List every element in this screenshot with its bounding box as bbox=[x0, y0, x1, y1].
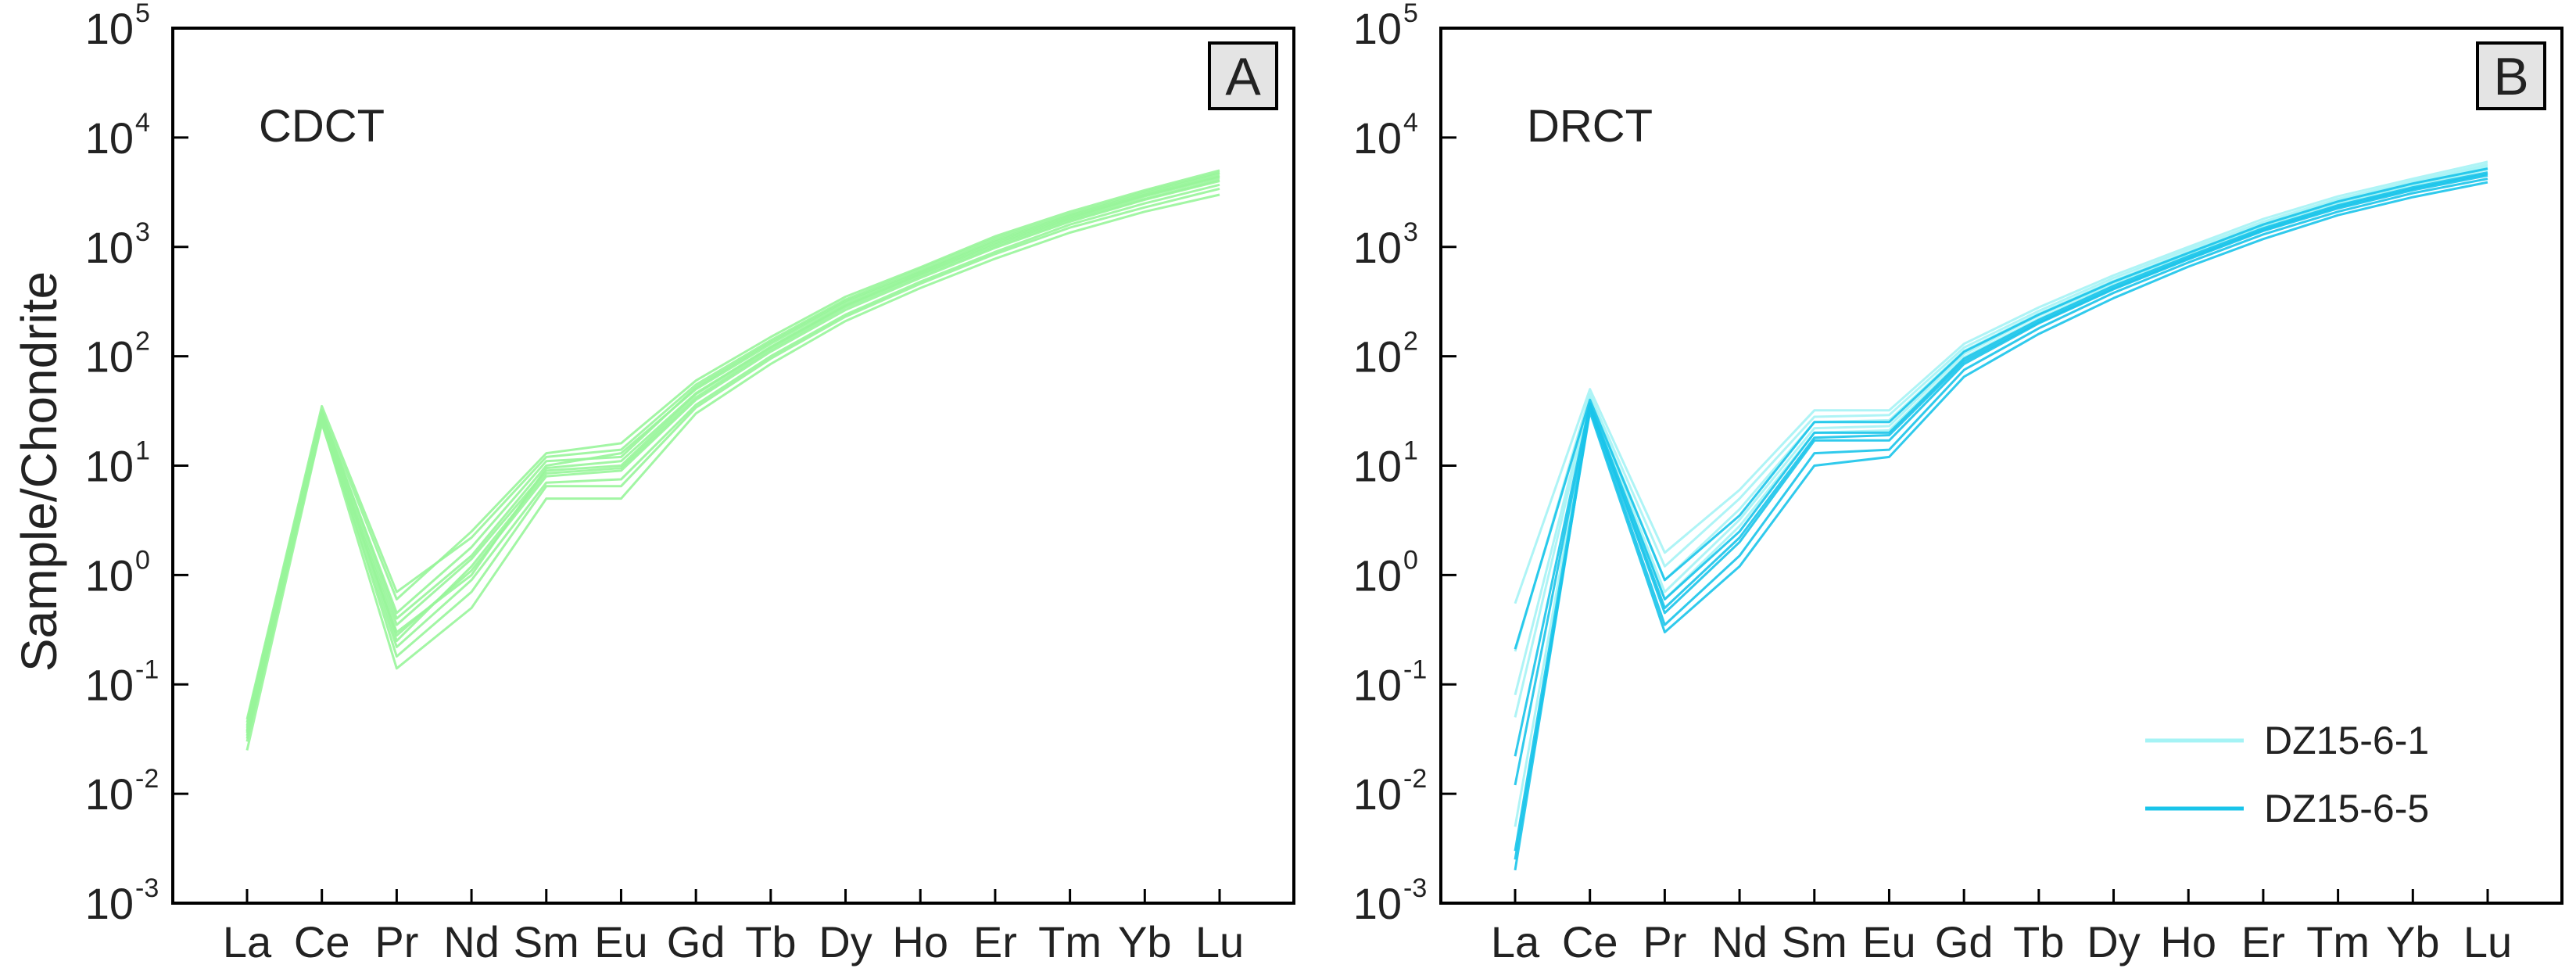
y-tick-label: 10-3 bbox=[1353, 873, 1428, 928]
group-label: CDCT bbox=[259, 101, 385, 152]
panel-b-chart: 10-3 10-2 10-1 100 101 102 103 104 105 La Ce Pr Nd Sm… bbox=[1353, 0, 2563, 966]
x-tick-label: Nd bbox=[1711, 917, 1768, 966]
panel-letter: A bbox=[1225, 47, 1261, 106]
x-tick-label: Sm bbox=[514, 917, 579, 966]
x-tick-label: Eu bbox=[1862, 917, 1916, 966]
x-tick-label: Gd bbox=[1935, 917, 1994, 966]
y-tick-label: 104 bbox=[85, 108, 150, 163]
legend-label: DZ15-6-5 bbox=[2264, 787, 2429, 830]
y-tick-label: 10-1 bbox=[1353, 654, 1428, 709]
y-tick-label: 104 bbox=[1353, 108, 1418, 163]
y-tick-label: 105 bbox=[85, 0, 150, 53]
series-line bbox=[1514, 178, 2488, 871]
y-tick-label: 101 bbox=[85, 436, 150, 491]
group-label: DRCT bbox=[1527, 101, 1653, 152]
y-tick-label: 102 bbox=[1353, 327, 1418, 382]
series-line bbox=[1514, 174, 2488, 852]
x-tick-label: Ho bbox=[892, 917, 948, 966]
x-tick-label: Tb bbox=[2013, 917, 2064, 966]
panel-letter-box bbox=[1208, 41, 1278, 110]
y-tick-label: 10-2 bbox=[1353, 764, 1428, 819]
x-tick-label: La bbox=[223, 917, 272, 966]
y-tick-label: 10-3 bbox=[85, 873, 159, 928]
x-tick-label: Dy bbox=[2087, 917, 2140, 966]
x-tick-label: Tb bbox=[745, 917, 796, 966]
panel-a-chart: 10-3 10-2 10-1 100 101 102 103 104 105 La Ce Pr Nd Sm… bbox=[85, 0, 1295, 966]
series-line bbox=[245, 183, 1220, 751]
x-tick-label: Ho bbox=[2160, 917, 2216, 966]
series-line bbox=[245, 193, 1220, 739]
x-tick-label: Tm bbox=[1038, 917, 1102, 966]
legend-label: DZ15-6-1 bbox=[2264, 719, 2429, 762]
x-tick-label: Lu bbox=[2463, 917, 2512, 966]
x-tick-label: Lu bbox=[1195, 917, 1244, 966]
y-tick-label: 102 bbox=[85, 327, 150, 382]
x-tick-label: Nd bbox=[443, 917, 500, 966]
series-line bbox=[1514, 166, 2488, 718]
y-tick-label: 101 bbox=[1353, 436, 1418, 491]
x-tick-label: Ce bbox=[294, 917, 350, 966]
x-tick-label: Yb bbox=[2386, 917, 2440, 966]
x-tick-label: Pr bbox=[1643, 917, 1686, 966]
panel-letter: B bbox=[2493, 47, 2528, 106]
series-line bbox=[1514, 163, 2488, 652]
y-tick-label: 10-2 bbox=[85, 764, 159, 819]
panel-letter-box bbox=[2476, 41, 2546, 110]
y-tick-label: 105 bbox=[1353, 0, 1418, 53]
series-line bbox=[245, 174, 1220, 726]
y-tick-label: 100 bbox=[1353, 545, 1418, 600]
x-tick-label: Er bbox=[973, 917, 1017, 966]
series-line bbox=[245, 176, 1220, 733]
series-line bbox=[1514, 160, 2488, 604]
x-tick-label: Gd bbox=[667, 917, 726, 966]
series-line bbox=[245, 178, 1220, 732]
series-line bbox=[1514, 181, 2488, 860]
series-line bbox=[1514, 172, 2488, 786]
y-axis-label: Sample/Chondrite bbox=[11, 271, 67, 672]
series-line bbox=[245, 171, 1220, 720]
x-tick-label: Eu bbox=[594, 917, 648, 966]
y-tick-label: 103 bbox=[85, 217, 150, 272]
series-line bbox=[245, 175, 1220, 731]
series-line bbox=[245, 187, 1220, 737]
series-line bbox=[245, 169, 1220, 723]
x-tick-label: Ce bbox=[1562, 917, 1618, 966]
series-line bbox=[1514, 167, 2488, 650]
x-tick-label: La bbox=[1491, 917, 1540, 966]
x-tick-label: Sm bbox=[1782, 917, 1847, 966]
series-line bbox=[1514, 171, 2488, 757]
x-tick-label: Pr bbox=[374, 917, 418, 966]
x-tick-label: Yb bbox=[1118, 917, 1172, 966]
x-tick-label: Tm bbox=[2306, 917, 2370, 966]
series-line bbox=[245, 180, 1220, 742]
x-tick-label: Dy bbox=[819, 917, 872, 966]
y-tick-label: 10-1 bbox=[85, 654, 159, 709]
y-tick-label: 103 bbox=[1353, 217, 1418, 272]
x-tick-label: Er bbox=[2241, 917, 2285, 966]
y-tick-label: 100 bbox=[85, 545, 150, 600]
series-line bbox=[245, 172, 1220, 729]
